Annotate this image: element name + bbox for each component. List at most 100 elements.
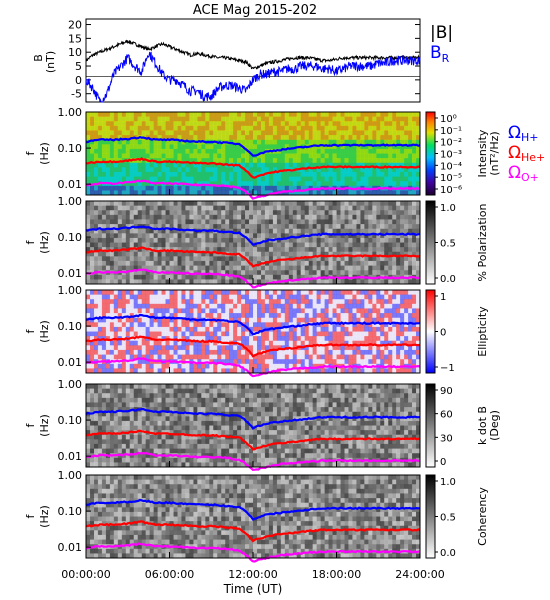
freq-ylabel-unit: (Hz) [38,142,51,165]
mag-ytick-label: 15 [68,32,82,45]
freq-ylabel-f: f [24,513,37,518]
colorbar-tick-label: 1 [440,292,446,303]
panel-coherency: 1.00 0.10 0.01 f (Hz) 1.0 0.5 0.0 Coherency [24,469,489,563]
colorbar-tick-label: 0.5 [440,513,456,524]
figure-title: ACE Mag 2015-202 [193,3,317,18]
gyro-line-he-plus [85,246,421,268]
freq-ytick-label: 0.10 [58,231,83,244]
freq-ylabel-f: f [24,422,37,427]
legend-br-sub: R [442,52,450,65]
legend-h-plus: ΩH+ [508,123,539,144]
gyro-line-h-plus [85,498,421,521]
legend-br-main: B [430,43,442,63]
gyro-line-he-plus [86,429,421,451]
freq-ytick-label: 0.10 [58,414,83,427]
colorbar-tick-label: 0.0 [440,548,456,559]
gyro-line-he-plus [85,520,421,543]
panel-polarization: 1.00 0.10 0.01 f (Hz) 1.0 0.5 0.0 % Polarization [24,195,489,289]
freq-ytick-label: 0.01 [58,541,83,554]
colorbar-tick-label: 1.0 [440,477,456,488]
legend-br: BR [430,43,450,65]
gyro-line-he-plus [85,157,421,179]
colorbar-intensity [425,111,436,196]
freq-ytick-label: 0.10 [58,142,83,155]
colorbar-tick-label: 10⁻¹ [440,126,462,137]
colorbar-polarization [425,200,436,285]
freq-ytick-label: 0.10 [58,320,83,333]
x-tick-label: 24:00:00 [395,568,444,581]
mag-ytick-label: 5 [75,60,82,73]
mag-ytick-label: 20 [68,19,82,32]
colorbar-tick-label: 10⁻⁴ [440,161,462,172]
legend-btotal: |B| [430,23,453,43]
gyro-line-o-plus [85,268,421,289]
colorbar-tick-label: 10⁻³ [440,150,462,161]
colorbar-tick-label: 60 [440,410,453,421]
legend-he-plus-symbol: Ω [508,143,521,163]
panel-kdotb-texture [86,384,421,468]
freq-ytick-label: 0.10 [58,505,83,518]
colorbar-coherency [425,474,436,559]
colorbar-tick-label: 10⁻⁵ [440,173,462,184]
colorbar-tick-label: 0.0 [440,274,456,285]
mag-ylabel-b: B [32,54,45,62]
freq-ytick-label: 1.00 [58,378,83,391]
x-tick-labels: 00:00:00 06:00:00 12:00:00 18:00:00 24:00:00 [61,568,444,581]
legend-h-plus-sub: H+ [521,131,539,144]
x-tick-label: 06:00:00 [145,568,194,581]
colorbar-label: Coherency [476,487,489,546]
colorbar-tick-label: 10⁻² [440,138,462,149]
x-axis-label: Time (UT) [223,582,283,596]
freq-ytick-label: 1.00 [58,469,83,482]
gyro-line-h-plus [85,313,421,336]
panel-ellipticity-texture [86,290,421,374]
gyro-legend: ΩH+ ΩHe+ ΩO+ [508,123,545,184]
gyro-line-o-plus [85,451,421,472]
colorbar-tick-label: 1.0 [440,203,456,214]
gyro-line-he-plus [85,335,421,358]
colorbar-kdotb [425,383,436,468]
colorbar-label: Intensity [476,129,489,177]
freq-ylabel-f: f [24,239,37,244]
colorbar-tick-label: 10⁻⁶ [440,185,462,196]
mag-panel-frame [85,18,421,103]
panel-kdotb: 1.00 0.10 0.01 f (Hz) 90 60 30 0 k dot B (Deg) [24,378,501,472]
legend-he-plus-sub: He+ [521,151,545,164]
legend-h-plus-symbol: Ω [508,123,521,143]
colorbar-label-unit: (nT²/Hz) [488,131,501,175]
freq-ytick-label: 1.00 [58,195,83,208]
freq-ylabel-unit: (Hz) [38,505,51,528]
x-tick-label: 00:00:00 [61,568,110,581]
colorbar-tick-label: −1 [440,363,455,374]
colorbar-tick-label: 0.5 [440,239,456,250]
colorbar-tick-label: 0 [440,457,446,468]
legend-he-plus: ΩHe+ [508,143,545,164]
freq-ylabel-unit: (Hz) [38,414,51,437]
legend-o-plus-sub: O+ [521,171,539,184]
panel-intensity: 1.00 0.10 0.01 f (Hz) 10⁰10⁻¹10⁻²10⁻³10⁻⁴10⁻⁵… [24,106,501,200]
colorbar-label: % Polarization [476,204,489,282]
colorbar-label: Ellipticity [476,306,489,357]
freq-ylabel-f: f [24,328,37,333]
freq-ytick-label: 0.01 [58,356,83,369]
panel-polarization-texture [86,201,421,285]
freq-ytick-label: 1.00 [58,284,83,297]
legend-o-plus-symbol: Ω [508,163,521,183]
mag-ylabel-unit: (nT) [44,51,57,73]
freq-ytick-label: 0.01 [58,267,83,280]
colorbar-label: k dot B [476,406,489,445]
gyro-line-o-plus [85,357,421,378]
colorbar-label-unit: (Deg) [488,410,501,441]
mag-ytick-label: 0 [75,74,82,87]
spectral-panels: 1.000.100.01f (Hz)10⁰10⁻¹10⁻²10⁻³10⁻⁴10⁻⁵… [24,106,501,563]
freq-ytick-label: 1.00 [58,106,83,119]
freq-ylabel-unit: (Hz) [38,320,51,343]
colorbar-tick-label: 90 [440,386,453,397]
x-tick-label: 12:00:00 [228,568,277,581]
freq-ytick-label: 0.01 [58,450,83,463]
mag-ytick-label: 10 [68,46,82,59]
gyro-line-o-plus [85,542,420,563]
